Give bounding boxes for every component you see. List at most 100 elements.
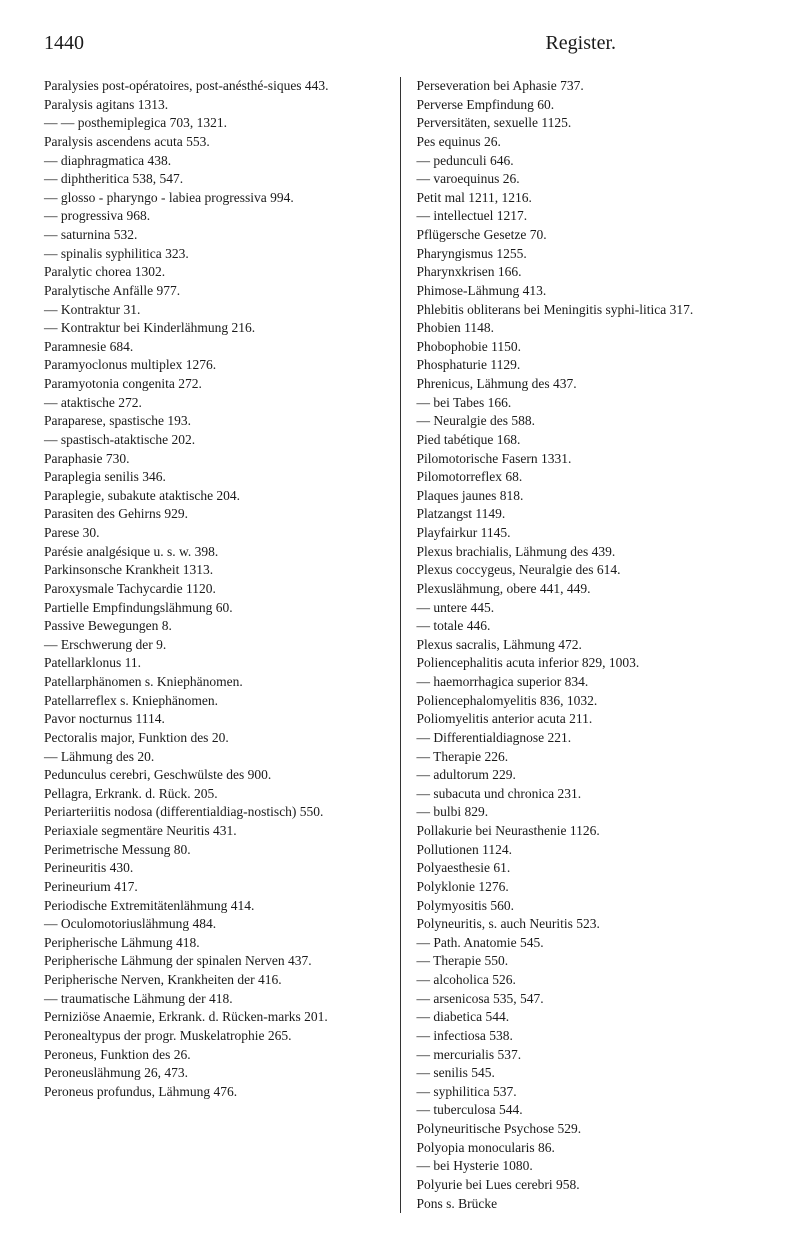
- index-entry: — alcoholica 526.: [417, 971, 757, 990]
- index-entry: — Therapie 226.: [417, 748, 757, 767]
- index-entry: Paralysis agitans 1313.: [44, 96, 384, 115]
- index-entry: Parkinsonsche Krankheit 1313.: [44, 561, 384, 580]
- index-entry: — varoequinus 26.: [417, 170, 757, 189]
- index-entry: Peripherische Lähmung der spinalen Nerve…: [44, 952, 384, 971]
- index-entry: Peroneus, Funktion des 26.: [44, 1046, 384, 1065]
- index-entry: Paroxysmale Tachycardie 1120.: [44, 580, 384, 599]
- index-entry: — spastisch-ataktische 202.: [44, 431, 384, 450]
- index-entry: Poliomyelitis anterior acuta 211.: [417, 710, 757, 729]
- index-entry: Patellarklonus 11.: [44, 654, 384, 673]
- index-entry: Perverse Empfindung 60.: [417, 96, 757, 115]
- index-entry: Polyurie bei Lues cerebri 958.: [417, 1176, 757, 1195]
- index-entry: Perniziöse Anaemie, Erkrank. d. Rücken-m…: [44, 1008, 384, 1027]
- index-entry: Partielle Empfindungslähmung 60.: [44, 599, 384, 618]
- page-title: Register.: [545, 32, 616, 55]
- index-entry: Paraparese, spastische 193.: [44, 412, 384, 431]
- index-entry: Plexus brachialis, Lähmung des 439.: [417, 543, 757, 562]
- page-header: 1440 Register.: [44, 32, 756, 55]
- index-entry: — Erschwerung der 9.: [44, 636, 384, 655]
- index-entry: Paralysies post-opératoires, post-anésth…: [44, 77, 384, 96]
- index-entry: Pharynxkrisen 166.: [417, 263, 757, 282]
- index-entry: — spinalis syphilitica 323.: [44, 245, 384, 264]
- index-entry: Phimose-Lähmung 413.: [417, 282, 757, 301]
- index-entry: — bulbi 829.: [417, 803, 757, 822]
- index-entry: Periodische Extremitätenlähmung 414.: [44, 897, 384, 916]
- index-entry: — tuberculosa 544.: [417, 1101, 757, 1120]
- index-entry: Paraplegie, subakute ataktische 204.: [44, 487, 384, 506]
- index-entry: Periaxiale segmentäre Neuritis 431.: [44, 822, 384, 841]
- index-entry: Pectoralis major, Funktion des 20.: [44, 729, 384, 748]
- index-entry: Pied tabétique 168.: [417, 431, 757, 450]
- index-entry: — glosso - pharyngo - labiea progressiva…: [44, 189, 384, 208]
- index-entry: — saturnina 532.: [44, 226, 384, 245]
- index-entry: Patellarphänomen s. Kniephänomen.: [44, 673, 384, 692]
- index-entry: Pilomotorische Fasern 1331.: [417, 450, 757, 469]
- index-entry: — Oculomotoriuslähmung 484.: [44, 915, 384, 934]
- index-entry: — — posthemiplegica 703, 1321.: [44, 114, 384, 133]
- index-entry: Perineurium 417.: [44, 878, 384, 897]
- index-entry: — pedunculi 646.: [417, 152, 757, 171]
- index-entry: — Lähmung des 20.: [44, 748, 384, 767]
- index-entry: Paramyoclonus multiplex 1276.: [44, 356, 384, 375]
- index-entry: — totale 446.: [417, 617, 757, 636]
- index-entry: Polyaesthesie 61.: [417, 859, 757, 878]
- index-entry: — diphtheritica 538, 547.: [44, 170, 384, 189]
- index-entry: — syphilitica 537.: [417, 1083, 757, 1102]
- index-entry: Petit mal 1211, 1216.: [417, 189, 757, 208]
- index-entry: Pavor nocturnus 1114.: [44, 710, 384, 729]
- index-entry: — diaphragmatica 438.: [44, 152, 384, 171]
- index-entry: — mercurialis 537.: [417, 1046, 757, 1065]
- index-entry: Pons s. Brücke: [417, 1195, 757, 1214]
- index-entry: Pollutionen 1124.: [417, 841, 757, 860]
- index-entry: — progressiva 968.: [44, 207, 384, 226]
- right-column: Perseveration bei Aphasie 737.Perverse E…: [413, 77, 757, 1213]
- index-entry: Patellarreflex s. Kniephänomen.: [44, 692, 384, 711]
- index-entry: Perineuritis 430.: [44, 859, 384, 878]
- index-entry: Passive Bewegungen 8.: [44, 617, 384, 636]
- index-entry: Poliencephalitis acuta inferior 829, 100…: [417, 654, 757, 673]
- index-entry: Paramyotonia congenita 272.: [44, 375, 384, 394]
- page-container: 1440 Register. Paralysies post-opératoir…: [0, 0, 800, 1253]
- column-divider: [400, 77, 401, 1213]
- index-entry: Paraphasie 730.: [44, 450, 384, 469]
- index-entry: — Therapie 550.: [417, 952, 757, 971]
- index-entry: — subacuta und chronica 231.: [417, 785, 757, 804]
- index-entry: — infectiosa 538.: [417, 1027, 757, 1046]
- index-entry: Pes equinus 26.: [417, 133, 757, 152]
- index-entry: — diabetica 544.: [417, 1008, 757, 1027]
- index-entry: Peripherische Nerven, Krankheiten der 41…: [44, 971, 384, 990]
- index-entry: Plexus sacralis, Lähmung 472.: [417, 636, 757, 655]
- index-entry: — intellectuel 1217.: [417, 207, 757, 226]
- index-entry: — Path. Anatomie 545.: [417, 934, 757, 953]
- index-entry: — untere 445.: [417, 599, 757, 618]
- index-entry: Plexuslähmung, obere 441, 449.: [417, 580, 757, 599]
- index-entry: Pflügersche Gesetze 70.: [417, 226, 757, 245]
- index-entry: Peroneuslähmung 26, 473.: [44, 1064, 384, 1083]
- index-entry: Parésie analgésique u. s. w. 398.: [44, 543, 384, 562]
- two-column-layout: Paralysies post-opératoires, post-anésth…: [44, 77, 756, 1213]
- index-entry: Pollakurie bei Neurasthenie 1126.: [417, 822, 757, 841]
- index-entry: Polyneuritische Psychose 529.: [417, 1120, 757, 1139]
- index-entry: Platzangst 1149.: [417, 505, 757, 524]
- index-entry: — Kontraktur bei Kinderlähmung 216.: [44, 319, 384, 338]
- index-entry: Paralytische Anfälle 977.: [44, 282, 384, 301]
- index-entry: Polyneuritis, s. auch Neuritis 523.: [417, 915, 757, 934]
- index-entry: Perversitäten, sexuelle 1125.: [417, 114, 757, 133]
- index-entry: Perimetrische Messung 80.: [44, 841, 384, 860]
- index-entry: Perseveration bei Aphasie 737.: [417, 77, 757, 96]
- index-entry: — traumatische Lähmung der 418.: [44, 990, 384, 1009]
- index-entry: Phosphaturie 1129.: [417, 356, 757, 375]
- page-number: 1440: [44, 32, 84, 55]
- index-entry: Parese 30.: [44, 524, 384, 543]
- index-entry: Peripherische Lähmung 418.: [44, 934, 384, 953]
- index-entry: Pilomotorreflex 68.: [417, 468, 757, 487]
- index-entry: — Kontraktur 31.: [44, 301, 384, 320]
- index-entry: Playfairkur 1145.: [417, 524, 757, 543]
- index-entry: Parasiten des Gehirns 929.: [44, 505, 384, 524]
- index-entry: Plaques jaunes 818.: [417, 487, 757, 506]
- index-entry: — adultorum 229.: [417, 766, 757, 785]
- left-column: Paralysies post-opératoires, post-anésth…: [44, 77, 388, 1213]
- index-entry: Paralytic chorea 1302.: [44, 263, 384, 282]
- index-entry: — arsenicosa 535, 547.: [417, 990, 757, 1009]
- index-entry: Paralysis ascendens acuta 553.: [44, 133, 384, 152]
